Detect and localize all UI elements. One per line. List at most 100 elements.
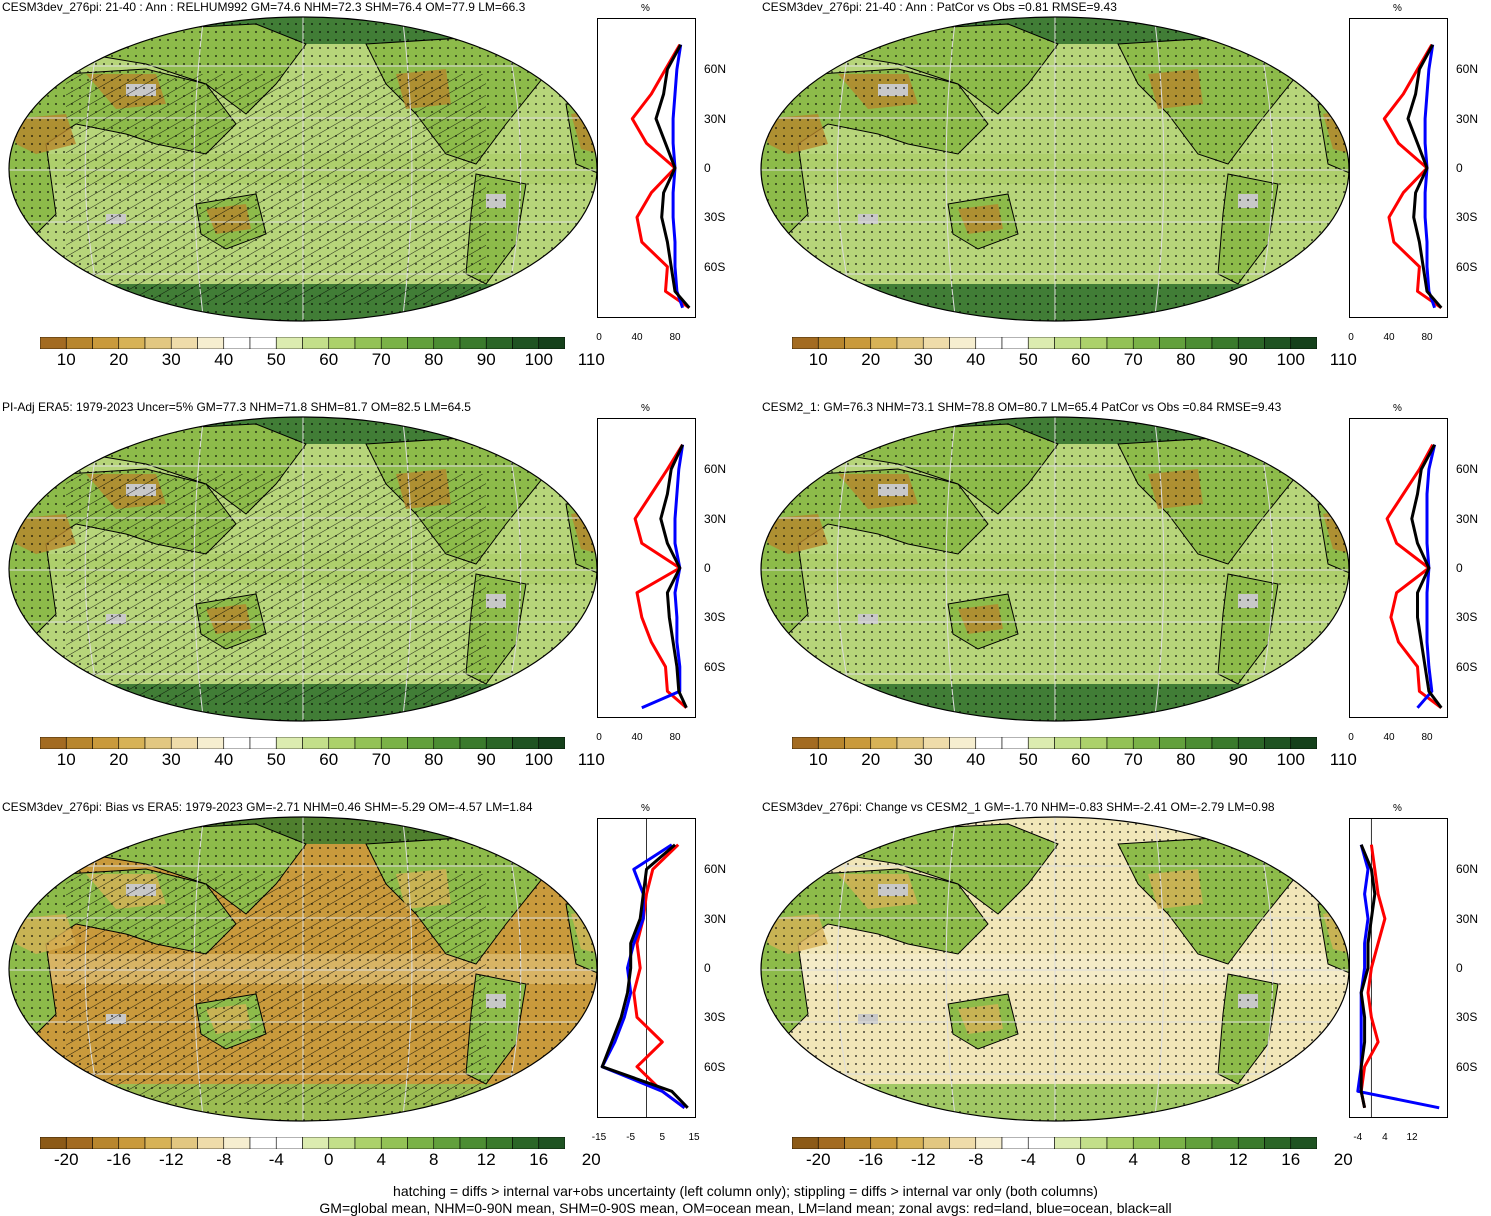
colorbar bbox=[792, 1137, 1317, 1149]
colorbar-label: -4 bbox=[1020, 1150, 1036, 1169]
x-tick: -4 bbox=[1353, 1132, 1363, 1143]
latitude-tick: 30S bbox=[704, 610, 726, 625]
latitude-tick: 60N bbox=[704, 62, 727, 77]
colorbar bbox=[792, 337, 1317, 349]
latitude-tick: 0 bbox=[1456, 561, 1463, 575]
latitude-tick: 0 bbox=[704, 961, 711, 975]
colorbar-label: 80 bbox=[424, 350, 444, 369]
latitude-tick: 0 bbox=[1456, 161, 1463, 175]
series-all bbox=[659, 444, 688, 709]
colorbar-label: 20 bbox=[109, 350, 129, 369]
colorbar-label: 8 bbox=[1181, 1150, 1191, 1169]
unit-label: % bbox=[641, 3, 650, 14]
colorbar-label: -8 bbox=[968, 1150, 984, 1169]
x-tick: 15 bbox=[688, 1132, 700, 1143]
x-tick: 0 bbox=[1348, 332, 1354, 343]
colorbar-label: 12 bbox=[1228, 1150, 1248, 1169]
colorbar-label: 70 bbox=[1123, 350, 1143, 369]
zonal-mean-plot bbox=[1349, 18, 1448, 318]
latitude-tick: 30N bbox=[704, 911, 727, 926]
latitude-tick: 60S bbox=[704, 659, 726, 674]
colorbar-label: 60 bbox=[319, 750, 339, 769]
colorbar-label: 60 bbox=[319, 350, 339, 369]
x-tick: 80 bbox=[669, 332, 681, 343]
colorbar-label: 110 bbox=[577, 350, 605, 369]
panel-title: CESM3dev_276pi: Bias vs ERA5: 1979-2023 … bbox=[2, 800, 533, 814]
map bbox=[8, 16, 598, 322]
series-all bbox=[1406, 43, 1443, 309]
colorbar-label: 110 bbox=[1329, 750, 1357, 769]
series-land bbox=[632, 843, 686, 1110]
colorbar-label: 100 bbox=[1276, 350, 1305, 369]
colorbar-label: -16 bbox=[106, 1150, 132, 1169]
latitude-tick: 60S bbox=[704, 259, 726, 274]
colorbar-label: 60 bbox=[1071, 750, 1091, 769]
series-all bbox=[654, 43, 691, 309]
colorbar bbox=[792, 737, 1317, 749]
x-tick: 0 bbox=[596, 732, 602, 743]
latitude-tick: 30S bbox=[1456, 1010, 1478, 1025]
latitude-tick: 30N bbox=[1456, 911, 1479, 926]
latitude-tick: 60N bbox=[1456, 62, 1479, 77]
series-ocean bbox=[671, 44, 685, 309]
colorbar-label: 80 bbox=[1176, 350, 1196, 369]
colorbar-label: 0 bbox=[324, 1150, 334, 1169]
zonal-mean-plot bbox=[1349, 418, 1448, 718]
colorbar-label: 20 bbox=[109, 750, 129, 769]
latitude-tick: 30S bbox=[1456, 610, 1478, 625]
colorbar-label: 50 bbox=[1018, 350, 1038, 369]
latitude-tick: 30N bbox=[704, 511, 727, 526]
colorbar-label: 70 bbox=[1123, 750, 1143, 769]
x-tick: 40 bbox=[1383, 732, 1395, 743]
latitude-tick: 30S bbox=[1456, 210, 1478, 225]
unit-label: % bbox=[641, 803, 650, 814]
colorbar-label: 0 bbox=[1076, 1150, 1086, 1169]
colorbar-label: 16 bbox=[529, 1150, 549, 1169]
colorbar-label: 10 bbox=[56, 750, 76, 769]
colorbar-label: 4 bbox=[376, 1150, 386, 1169]
latitude-tick: 60N bbox=[1456, 862, 1479, 877]
zonal-mean-plot bbox=[597, 818, 696, 1118]
latitude-tick: 0 bbox=[1456, 961, 1463, 975]
map bbox=[8, 816, 598, 1122]
x-tick: -5 bbox=[626, 1132, 636, 1143]
series-all bbox=[1410, 443, 1443, 709]
colorbar-label: 30 bbox=[161, 350, 181, 369]
colorbar-label: -20 bbox=[805, 1150, 831, 1169]
colorbar-label: 10 bbox=[808, 750, 828, 769]
colorbar-label: 80 bbox=[1176, 750, 1196, 769]
colorbar-label: 30 bbox=[913, 750, 933, 769]
unit-label: % bbox=[1393, 403, 1402, 414]
panel-title: CESM3dev_276pi: Change vs CESM2_1 GM=-1.… bbox=[762, 800, 1275, 814]
colorbar-label: 16 bbox=[1281, 1150, 1301, 1169]
unit-label: % bbox=[1393, 3, 1402, 14]
colorbar-label: 20 bbox=[861, 750, 881, 769]
latitude-tick: 60S bbox=[1456, 1059, 1478, 1074]
colorbar-label: -16 bbox=[858, 1150, 884, 1169]
series-all bbox=[1359, 844, 1377, 1109]
panel-title: CESM3dev_276pi: 21-40 : Ann : PatCor vs … bbox=[762, 0, 1117, 14]
x-tick: 40 bbox=[631, 332, 643, 343]
colorbar-label: 50 bbox=[266, 350, 286, 369]
colorbar-label: 10 bbox=[808, 350, 828, 369]
series-land bbox=[1359, 844, 1387, 1109]
colorbar-label: 40 bbox=[966, 350, 986, 369]
latitude-tick: 30S bbox=[704, 1010, 726, 1025]
colorbar-label: 100 bbox=[524, 350, 553, 369]
colorbar-label: 20 bbox=[861, 350, 881, 369]
colorbar-label: 40 bbox=[214, 350, 234, 369]
colorbar-label: 30 bbox=[161, 750, 181, 769]
latitude-tick: 0 bbox=[704, 161, 711, 175]
colorbar-label: -8 bbox=[216, 1150, 232, 1169]
x-tick: 12 bbox=[1406, 1132, 1418, 1143]
colorbar bbox=[40, 337, 565, 349]
panel-title: PI-Adj ERA5: 1979-2023 Uncer=5% GM=77.3 … bbox=[2, 400, 471, 414]
colorbar-label: 4 bbox=[1128, 1150, 1138, 1169]
colorbar-label: 100 bbox=[1276, 750, 1305, 769]
series-ocean bbox=[1423, 44, 1437, 309]
panel-title: CESM3dev_276pi: 21-40 : Ann : RELHUM992 … bbox=[2, 0, 526, 14]
x-tick: 80 bbox=[1421, 732, 1433, 743]
colorbar-label: 100 bbox=[524, 750, 553, 769]
colorbar-label: 30 bbox=[913, 350, 933, 369]
zonal-mean-plot bbox=[597, 418, 696, 718]
